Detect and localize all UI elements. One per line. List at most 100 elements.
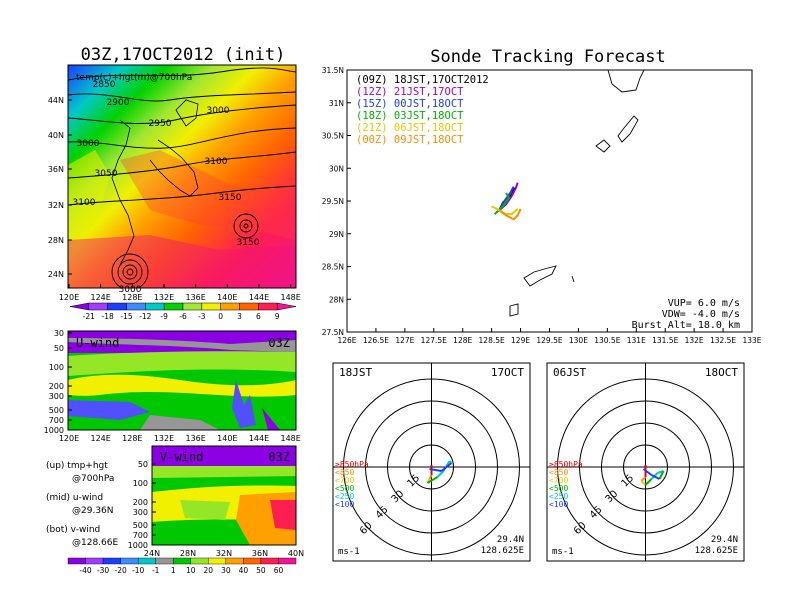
hodograph-units: ms-1 [552,547,574,557]
legend-line: (bot) v-wind [46,525,100,535]
temp-colorbar-swatch [88,302,108,311]
v-pressure-tick-label: 700 [133,531,148,540]
contour-label: 2850 [93,80,116,90]
wind-colorbar-label: -10 [132,566,144,575]
u-pressure-tick-label: 100 [49,363,64,372]
tracking-lon-tick-label: 129E [511,336,530,345]
wind-colorbar-label: 1 [171,566,176,575]
v-pressure-tick-label: 500 [133,521,148,530]
u-lon-tick-label: 148E [281,434,301,443]
map-lon-tick-label: 124E [91,293,111,302]
v-wind-label: V-wind [160,450,203,464]
u-pressure-tick-label: 200 [49,382,64,391]
wind-colorbar-label: -20 [114,566,126,575]
temp-colorbar-label: -3 [198,312,206,321]
tracking-legend-entry: (18Z) 03JST,18OCT [356,110,464,122]
contour-label: 3050 [95,169,118,179]
map-lon-tick-label: 128E [122,293,142,302]
hodograph-legend-entry: ≥850hPa [549,460,583,469]
wind-colorbar-swatch [155,557,174,565]
temp-colorbar-swatch [201,302,221,311]
hodograph-legend-entry: <700 [549,476,568,485]
temp-colorbar-label: -21 [83,312,95,321]
temp-colorbar-label: -6 [179,312,187,321]
hodograph-legend-entry: <100 [549,500,568,509]
wind-colorbar-swatch [243,557,262,565]
left-title: 03Z,17OCT2012 (init) [81,45,286,65]
tracking-lon-tick-label: 130.5E [594,336,620,345]
u-lon-tick-label: 140E [217,434,237,443]
coastlines [509,70,645,317]
wind-colorbar-swatch [278,557,297,565]
hodograph-lat: 29.4N [497,535,524,545]
legend-line: @700hPa [72,474,114,484]
contour-label: 3100 [205,157,228,167]
temp-colorbar-label: -9 [160,312,168,321]
map-lat-tick-label: 40N [48,131,64,140]
temp-colorbar-swatch [163,302,184,311]
map-lat-tick-label: 32N [48,201,64,210]
tracking-legend-entry: (15Z) 00JST,18OCT [356,98,464,110]
hodograph-date-label: 18OCT [705,366,738,379]
map-lon-ticks: 120E 124E 128E 132E 136E 140E 144E 148E [59,284,301,302]
temp-colorbar-swatch [107,302,127,311]
temp-colorbar-swatch [239,302,259,311]
sonde-track-line [491,205,519,216]
map-lat-tick-label: 28N [48,236,64,245]
tracking-title: Sonde Tracking Forecast [430,47,665,67]
u-pressure-tick-label: 500 [49,406,64,415]
temp-colorbar-label: -12 [139,312,151,321]
u-pressure-tick-label: 700 [49,416,64,425]
hodograph-segment [428,474,433,480]
wind-colorbar-swatch [85,557,104,565]
hodograph-legend-entry: <850 [335,468,354,477]
u-lon-tick-label: 132E [154,434,174,443]
map-lon-tick-label: 132E [154,293,174,302]
tracking-map: 126E 126.5E 127E 127.5E 128E 128.5E 129E 129.5E… [322,66,762,345]
tracking-legend: (09Z) 18JST,17OCT2012(12Z) 21JST,17OCT(1… [356,74,489,146]
tracking-lon-tick-label: 129.5E [536,336,562,345]
u-wind-lon-ticks: 120E 124E 128E 132E 136E 140E 144E 148E [59,434,301,443]
tracking-lat-tick-label: 31.5N [322,66,344,75]
map-lon-tick-label: 140E [217,293,237,302]
u-lon-tick-label: 124E [91,434,111,443]
v-pressure-tick-label: 1000 [128,541,148,550]
temp-colorbar-label: -15 [120,312,132,321]
sonde-track-line [498,186,515,211]
hodograph-segment [426,476,439,484]
v-pressure-tick-label: 200 [133,498,148,507]
hodograph-segment [651,474,660,480]
hodograph-lon: 128.625E [481,546,524,556]
sonde-tracks [491,182,522,221]
tracking-lat-tick-label: 31N [329,99,344,108]
hodograph-segment [429,468,442,472]
wind-colorbar-swatch [102,557,121,565]
wind-colorbar-label: 50 [256,566,266,575]
wind-colorbar-label: -1 [152,566,160,575]
contour-label: 3000 [207,106,230,116]
v-lat-tick-label: 24N [144,549,160,558]
wind-colorbar-label: -40 [79,566,91,575]
v-lat-tick-label: 32N [216,549,232,558]
wind-colorbar-swatch [225,557,244,565]
temp-colorbar-swatch [220,302,240,311]
hodograph-segment [644,478,653,486]
tracking-lon-tick-label: 127E [395,336,414,345]
tracking-legend-entry: (00Z) 09JST,18OCT [356,134,464,146]
legend-line: @29.36N [72,506,114,516]
map-lat-ticks: 44N 40N 36N 32N 28N 24N [48,96,72,279]
sonde-track-line [498,208,522,221]
tracking-lat-tick-label: 29.5N [322,197,344,206]
tracking-lon-tick-label: 126.5E [363,336,389,345]
hodograph-legend-entry: <100 [335,500,354,509]
map-lon-tick-label: 136E [186,293,206,302]
map-lat-tick-label: 36N [48,165,64,174]
map-lon-tick-label: 120E [59,293,79,302]
v-lat-tick-label: 28N [180,549,196,558]
tracking-lat-tick-label: 30.5N [322,132,344,141]
hodograph-segment [440,462,453,472]
v-lat-tick-label: 40N [288,549,304,558]
temp-colorbar-swatch [258,302,278,311]
